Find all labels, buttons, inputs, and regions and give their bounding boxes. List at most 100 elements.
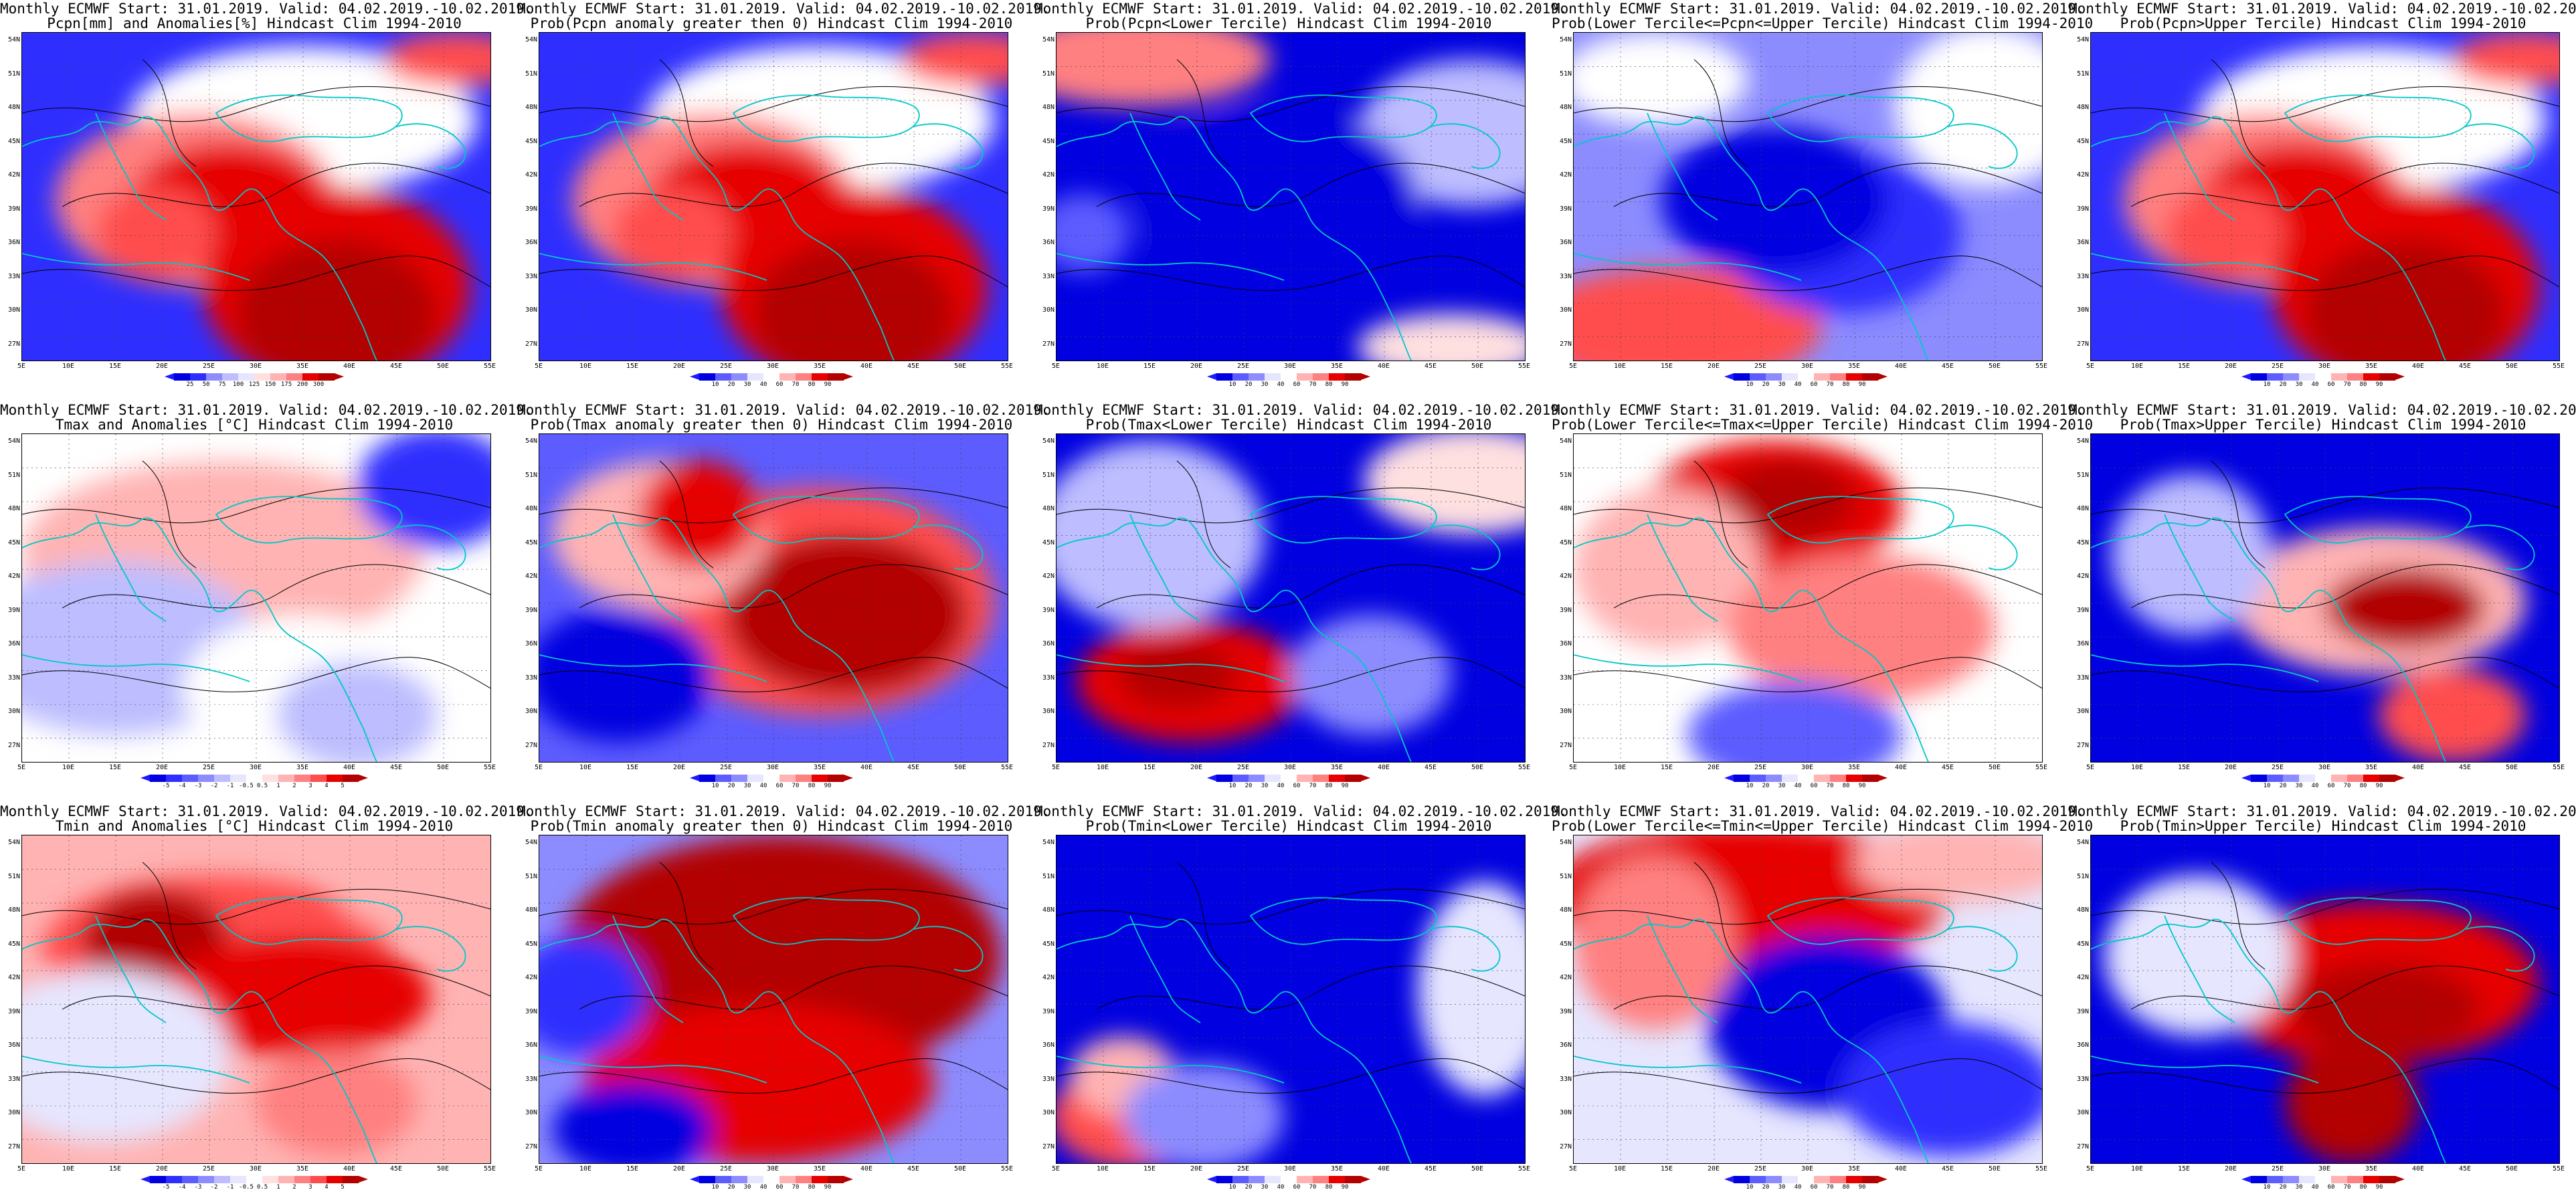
map-panel: Monthly ECMWF Start: 31.01.2019. Valid: …: [0, 0, 533, 388]
map-panel: Monthly ECMWF Start: 31.01.2019. Valid: …: [517, 401, 1050, 789]
longitude-label: 25E: [719, 764, 733, 771]
forecast-map: [1056, 433, 1526, 763]
colorbar: [1207, 373, 1370, 381]
colorbar-swatch: [1798, 1176, 1814, 1183]
panel-subtitle: Prob(Tmax<Lower Tercile) Hindcast Clim 1…: [1085, 417, 1492, 433]
longitude-label: 40E: [860, 363, 873, 370]
latitude-label: 45N: [2076, 538, 2089, 546]
contour-line: [2091, 1058, 2559, 1094]
longitude-label: 15E: [1143, 1165, 1156, 1173]
colorbar-swatch: [796, 373, 812, 381]
colorbar-tick-label: 10: [2263, 1184, 2271, 1191]
latitude-label: 51N: [525, 872, 537, 880]
colorbar-swatch: [1750, 373, 1766, 381]
colorbar-tick-label: 70: [792, 381, 800, 388]
panel-title: Monthly ECMWF Start: 31.01.2019. Valid: …: [0, 803, 533, 819]
colorbar-tick-label: 20: [727, 1184, 735, 1191]
latitude-label: 33N: [7, 1075, 20, 1083]
latitude-label: 54N: [1042, 36, 1054, 43]
longitude-label: 50E: [2505, 764, 2518, 771]
colorbar-tick-label: -2: [210, 1184, 218, 1191]
longitude-label: 55E: [2552, 1165, 2565, 1173]
longitude-label: 40E: [2411, 764, 2425, 771]
colorbar-tick-label: 50: [202, 381, 210, 388]
latitude-label: 48N: [525, 104, 537, 112]
colorbar-tick-label: 90: [1341, 1184, 1349, 1191]
colorbar-tick-label: 0.5: [256, 783, 268, 789]
colorbar-swatch: [812, 373, 828, 381]
field-anomaly-region: [553, 1083, 713, 1163]
forecast-map: [1056, 835, 1526, 1164]
colorbar-tick-label: 80: [2359, 381, 2367, 388]
field-anomaly-region: [1137, 106, 1418, 294]
colorbar-swatch: [2267, 373, 2283, 381]
coastline: [732, 897, 920, 945]
latitude-label: 51N: [1559, 471, 1572, 479]
colorbar-swatch: [150, 1176, 166, 1183]
colorbar-low-arrow: [141, 1176, 150, 1183]
panel-subtitle: Tmax and Anomalies [°C] Hindcast Clim 19…: [55, 417, 454, 433]
colorbar-tick-label: 40: [1794, 381, 1802, 388]
longitude-label: 45E: [389, 764, 403, 771]
colorbar-tick-label: 20: [1762, 1184, 1770, 1191]
colorbar-tick-label: 10: [2263, 783, 2271, 789]
longitude-label: 20E: [1190, 1165, 1203, 1173]
contour-line: [1613, 163, 2042, 207]
colorbar-swatch: [318, 373, 335, 381]
coastline: [612, 112, 684, 221]
latitude-label: 45N: [2076, 137, 2089, 145]
contour-line: [539, 487, 1008, 524]
latitude-label: 54N: [1559, 839, 1572, 846]
colorbar-swatch: [1846, 1176, 1862, 1183]
forecast-field: [1574, 835, 2042, 1163]
longitude-label: 30E: [1283, 764, 1297, 771]
longitude-label: 40E: [343, 363, 356, 370]
longitude-label: 10E: [62, 1165, 75, 1173]
coastline: [612, 514, 684, 622]
colorbar-swatch: [174, 373, 190, 381]
longitude-label: 20E: [2224, 1165, 2237, 1173]
forecast-map: [21, 433, 491, 763]
latitude-label: 33N: [7, 272, 20, 280]
latitude-label: 33N: [525, 674, 537, 682]
latitude-label: 48N: [1042, 104, 1054, 112]
latitude-label: 36N: [1042, 640, 1054, 648]
coastline: [1129, 112, 1201, 221]
contour-line: [1574, 888, 2042, 925]
latitude-label: 27N: [7, 741, 20, 749]
colorbar-tick-label: 60: [1293, 783, 1301, 789]
contour-line: [1613, 965, 2042, 1010]
longitude-label: 10E: [62, 363, 75, 370]
field-anomaly-region: [256, 1049, 417, 1157]
longitude-label: 30E: [1801, 363, 1814, 370]
field-anomaly-region: [383, 33, 490, 86]
colorbar-tick-label: -2: [210, 783, 218, 789]
coastline: [539, 517, 895, 762]
map-panel: Monthly ECMWF Start: 31.01.2019. Valid: …: [0, 803, 533, 1191]
map-panel: Monthly ECMWF Start: 31.01.2019. Valid: …: [1552, 401, 2093, 789]
colorbar-swatch: [2267, 775, 2283, 782]
longitude-label: 25E: [1236, 363, 1250, 370]
colorbar-tick-label: 70: [1826, 1184, 1834, 1191]
contour-line: [1056, 86, 1525, 122]
latitude-label: 30N: [1559, 708, 1572, 716]
forecast-map: [1573, 433, 2043, 763]
contour-line: [1574, 256, 2042, 291]
latitude-label: 30N: [2076, 306, 2089, 314]
latitude-label: 51N: [1559, 70, 1572, 78]
longitude-label: 55E: [1517, 764, 1531, 771]
longitude-label: 15E: [108, 363, 122, 370]
contour-line: [2091, 487, 2559, 524]
forecast-map: [539, 32, 1008, 361]
latitude-label: 51N: [1042, 471, 1054, 479]
panel-title: Monthly ECMWF Start: 31.01.2019. Valid: …: [1034, 803, 1568, 819]
colorbar-tick-label: 80: [1842, 381, 1850, 388]
field-anomaly-region: [901, 33, 1008, 86]
coastline: [2284, 496, 2472, 544]
colorbar-tick-label: 70: [2343, 381, 2351, 388]
colorbar-tick-label: 60: [2327, 381, 2335, 388]
colorbar-tick-label: 5: [341, 1184, 345, 1191]
forecast-field: [22, 835, 490, 1163]
colorbar-swatch: [2347, 1176, 2363, 1183]
longitude-label: 25E: [2271, 1165, 2284, 1173]
